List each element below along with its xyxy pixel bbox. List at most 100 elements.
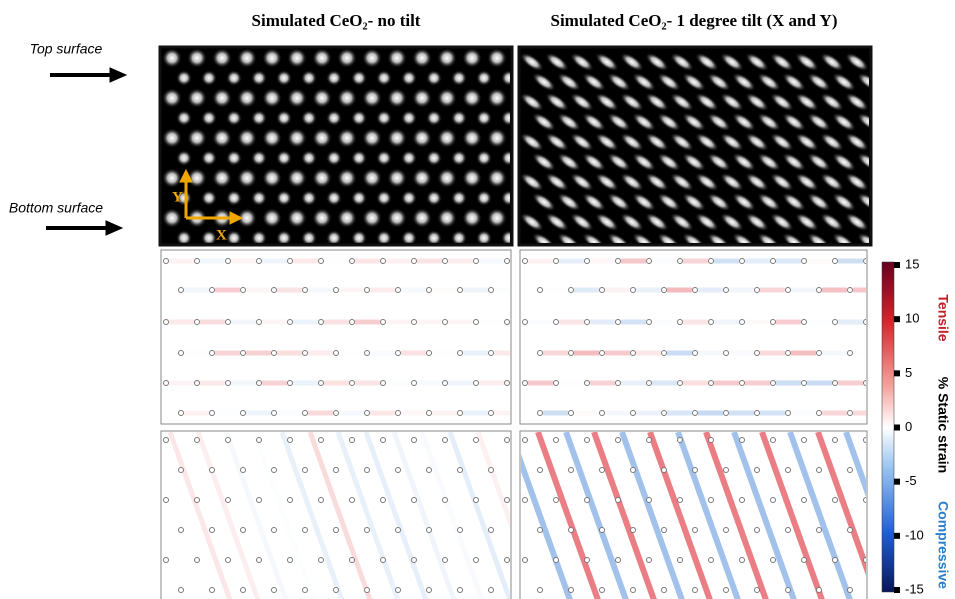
atom-spot [337, 128, 357, 148]
atom-marker [786, 528, 791, 533]
atom-spot [462, 208, 482, 228]
atom-marker [458, 528, 463, 533]
atom-spot [401, 110, 417, 126]
atom-marker [554, 498, 559, 503]
atom-marker [848, 588, 853, 593]
atom-marker [303, 528, 308, 533]
atom-spot [401, 70, 417, 86]
atom-spot [476, 70, 492, 86]
atom-marker [569, 468, 574, 473]
atom-marker [226, 558, 231, 563]
atom-spot [351, 70, 367, 86]
atom-spot [262, 208, 282, 228]
atom-spot [176, 110, 192, 126]
atom-spot [501, 190, 517, 206]
atom-marker [350, 558, 355, 563]
atom-spot [487, 208, 507, 228]
atom-spot [437, 208, 457, 228]
atom-marker [864, 558, 869, 563]
colorbar-label: Compressive [935, 501, 951, 589]
colorbar-tick-label: -10 [905, 527, 924, 542]
atom-spot [262, 168, 282, 188]
atom-marker [647, 558, 652, 563]
atom-spot [337, 168, 357, 188]
atom-marker [443, 558, 448, 563]
atom-marker [585, 498, 590, 503]
atom-marker [740, 498, 745, 503]
atom-spot [312, 48, 332, 68]
colorbar-tick [894, 425, 900, 431]
atom-spot [251, 70, 267, 86]
atom-marker [365, 468, 370, 473]
colorbar-label: % Static strain [935, 377, 951, 473]
atom-marker [600, 528, 605, 533]
atom-spot [187, 48, 207, 68]
atom-marker [693, 468, 698, 473]
atom-spot [187, 128, 207, 148]
atom-spot [201, 150, 217, 166]
atom-marker [554, 438, 559, 443]
atom-marker [381, 498, 386, 503]
atom-marker [365, 588, 370, 593]
atom-spot [476, 110, 492, 126]
atom-spot [462, 168, 482, 188]
panel-title: Simulated CeO₂- no tilt [252, 11, 421, 30]
atom-marker [396, 468, 401, 473]
atom-marker [303, 588, 308, 593]
colorbar-tick [894, 370, 900, 376]
atom-spot [162, 168, 182, 188]
atom-spot [376, 150, 392, 166]
side-label: Bottom surface [9, 200, 103, 216]
atom-spot [451, 110, 467, 126]
atom-marker [709, 438, 714, 443]
atom-marker [724, 528, 729, 533]
atom-spot [351, 190, 367, 206]
atom-marker [443, 438, 448, 443]
atom-spot [437, 168, 457, 188]
atom-marker [616, 498, 621, 503]
atom-marker [210, 588, 215, 593]
atom-marker [505, 498, 510, 503]
atom-marker [505, 438, 510, 443]
colorbar-tick-label: 15 [905, 256, 919, 271]
atom-spot [476, 190, 492, 206]
atom-spot [162, 128, 182, 148]
atom-spot [426, 150, 442, 166]
atom-spot [287, 168, 307, 188]
atom-marker [771, 498, 776, 503]
colorbar-tick [894, 479, 900, 485]
atom-spot [237, 128, 257, 148]
atom-spot [412, 48, 432, 68]
strain-panel [161, 250, 511, 424]
atom-spot [412, 168, 432, 188]
atom-marker [288, 438, 293, 443]
atom-spot [412, 208, 432, 228]
atom-spot [351, 150, 367, 166]
atom-marker [288, 498, 293, 503]
atom-marker [489, 468, 494, 473]
atom-spot [237, 88, 257, 108]
atom-marker [678, 498, 683, 503]
figure: Simulated CeO₂- no tilt Simulated CeO₂- … [0, 0, 955, 599]
atom-spot [487, 88, 507, 108]
arrow-head [106, 221, 122, 235]
atom-marker [554, 558, 559, 563]
atom-spot [362, 208, 382, 228]
atom-marker [179, 468, 184, 473]
atom-marker [538, 528, 543, 533]
atom-spot [262, 48, 282, 68]
atom-spot [162, 48, 182, 68]
atom-marker [272, 528, 277, 533]
atom-spot [437, 88, 457, 108]
atom-spot [312, 208, 332, 228]
colorbar [882, 262, 894, 592]
atom-marker [288, 558, 293, 563]
atom-spot [426, 110, 442, 126]
atom-marker [740, 558, 745, 563]
atom-marker [164, 498, 169, 503]
atom-spot [362, 48, 382, 68]
atom-marker [226, 438, 231, 443]
atom-spot [312, 128, 332, 148]
atom-spot [362, 88, 382, 108]
atom-marker [771, 558, 776, 563]
